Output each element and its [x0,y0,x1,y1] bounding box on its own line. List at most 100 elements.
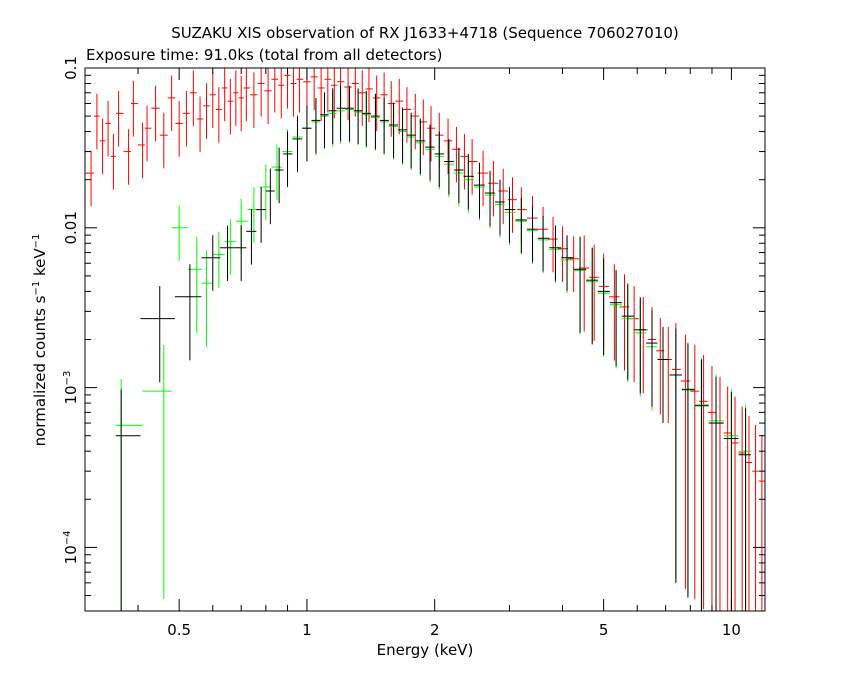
data-point [372,75,381,132]
data-point [370,93,380,150]
data-point [358,70,366,126]
data-point [634,297,647,394]
data-point [646,310,658,407]
data-point [526,206,538,263]
data-point [473,162,485,219]
data-point [130,81,138,137]
data-point [443,118,453,175]
series-2 [115,85,751,611]
data-point [265,168,275,225]
data-point [415,118,426,175]
data-point [379,98,389,154]
data-point [406,112,416,169]
data-point [388,102,399,159]
data-point [395,78,404,135]
data-point [167,75,176,132]
data-point [568,236,579,292]
data-point [257,68,265,117]
data-point [328,88,337,144]
data-point [311,98,321,154]
data-point [171,205,188,261]
y-axis-label-exp2: −1 [31,234,42,249]
y-axis-label: normalized counts s−1 keV−1 [31,234,49,447]
data-point [259,164,272,221]
data-point [715,376,724,611]
data-point [434,131,445,188]
data-point [344,68,352,121]
x-tick-label: 10 [722,621,741,639]
data-point [516,187,527,243]
data-point [669,328,682,583]
data-point [331,68,338,119]
data-point [290,68,297,117]
data-point [752,424,759,611]
data-point [203,83,210,139]
data-point [247,187,260,243]
data-point [274,147,284,204]
data-point [243,68,251,122]
x-tick-label: 2 [430,621,440,639]
data-point [233,70,239,126]
data-point [403,87,412,143]
data-point [310,68,318,111]
data-point [608,264,620,361]
data-point [284,68,291,109]
data-point [271,68,279,113]
y-tick-label: 0.01 [62,211,80,244]
data-point [144,105,152,162]
data-point [362,91,371,147]
data-point [336,85,346,142]
data-point [99,118,106,175]
data-point [707,366,716,611]
series-0 [85,68,765,611]
data-point [694,359,709,611]
y-axis-label-base: normalized counts s [31,295,49,446]
data-point [504,187,516,243]
data-point [238,75,244,132]
data-point [174,264,202,361]
data-point [463,153,474,210]
data-point [738,406,746,611]
data-point [672,323,681,578]
data-point [123,129,131,185]
data-point [115,379,143,611]
y-axis-label-exp1: −1 [31,281,42,296]
data-point [657,326,670,424]
data-point [201,235,221,291]
data-point [699,355,708,610]
data-point [85,150,94,207]
data-point [234,225,247,281]
series-1 [115,87,751,611]
data-point [745,416,753,611]
data-point [398,107,407,164]
axis-ticks: 0.5 1 2 5 10 10−4 10−3 0.01 0.1 [62,56,765,639]
data-point [256,187,266,243]
data-point [324,68,332,113]
data-point [723,386,732,611]
data-point [708,376,724,611]
data-point [387,81,396,137]
data-point [731,396,739,611]
data-point [227,78,234,135]
data-point [264,68,272,124]
data-point [484,170,496,227]
x-tick-label: 0.5 [167,621,191,639]
data-point [93,93,100,150]
data-point [345,85,354,142]
data-point [320,92,329,148]
data-point [609,270,622,367]
data-point [283,131,293,188]
data-point [212,232,225,288]
data-point [189,70,197,126]
data-point [681,343,695,598]
y-tick-label: 10−3 [62,371,80,405]
data-point [196,96,204,153]
data-point [573,236,587,333]
chart-title: SUZAKU XIS observation of RX J1633+4718 … [171,24,679,42]
data-point [548,216,558,273]
series-layer [85,68,765,611]
data-point [116,91,124,147]
data-point [549,225,562,281]
data-point [460,133,469,190]
